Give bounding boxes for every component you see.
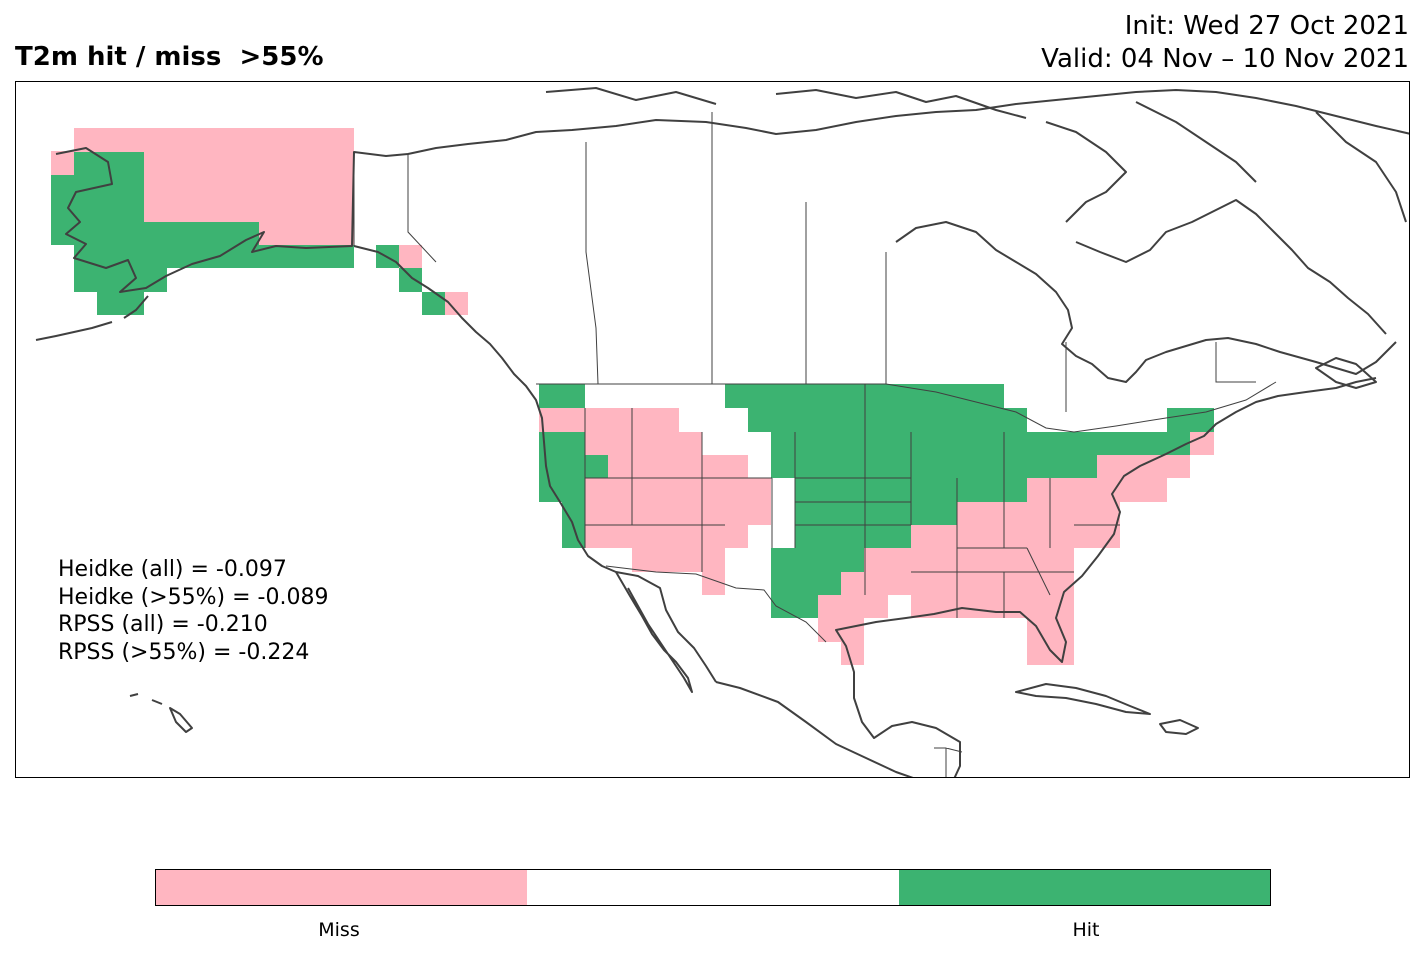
hit-miss-grid <box>51 128 1214 665</box>
map-title: T2m hit / miss >55% <box>15 42 324 72</box>
coast-arctic <box>407 89 1409 155</box>
coastlines <box>35 87 1409 777</box>
coast-hawaii <box>129 693 193 733</box>
rpss-55: RPSS (>55%) = -0.224 <box>58 639 310 665</box>
coast-labrador <box>1075 199 1387 335</box>
rpss-all: RPSS (all) = -0.210 <box>58 612 268 637</box>
coast-arctic-islands <box>545 87 1407 223</box>
border-us-canada <box>536 381 1277 433</box>
colorbar-miss-label: Miss <box>318 919 360 941</box>
heidke-55: Heidke (>55%) = -0.089 <box>58 584 329 610</box>
coast-hudson-bay <box>895 221 1397 383</box>
date-info: Init: Wed 27 Oct 2021 Valid: 04 Nov – 10… <box>1041 10 1409 76</box>
colorbar-neutral-segment <box>527 870 899 905</box>
valid-range: Valid: 04 Nov – 10 Nov 2021 <box>1041 44 1409 74</box>
coast-newfoundland <box>1315 357 1377 389</box>
coast-gulf-mexico <box>715 377 1377 777</box>
map-panel <box>15 81 1410 778</box>
colorbar-hit-segment <box>898 870 1270 905</box>
miss-cells-alaska <box>51 128 354 245</box>
hit-cells-northeast <box>1050 408 1214 525</box>
border-us-mexico <box>605 565 827 643</box>
miss-cells-west <box>539 408 771 595</box>
coast-cuba <box>1015 683 1151 715</box>
miss-cells-panhandle <box>399 245 468 315</box>
hit-cells-west-coast <box>539 384 608 548</box>
hit-cells-alaska <box>51 152 354 315</box>
skill-scores: Heidke (all) = -0.097 Heidke (>55%) = -0… <box>58 556 328 666</box>
coast-alaska <box>55 147 409 293</box>
colorbar-miss-segment <box>156 870 528 905</box>
border-states <box>584 384 1120 618</box>
coast-baja <box>615 571 693 693</box>
hit-cells-central <box>725 384 1074 618</box>
colorbar <box>155 869 1271 906</box>
hit-cells-panhandle <box>376 245 445 315</box>
map-canvas <box>35 87 1409 777</box>
coast-bc <box>353 245 717 683</box>
heidke-all: Heidke (all) = -0.097 <box>58 557 287 582</box>
border-alaska-canada <box>353 152 437 263</box>
coast-hispaniola <box>1159 719 1199 735</box>
coast-aleutians <box>35 295 149 341</box>
border-central-america <box>934 747 963 777</box>
border-canada-provinces <box>585 112 1256 412</box>
colorbar-hit-label: Hit <box>1072 919 1100 941</box>
borders <box>353 112 1277 777</box>
init-date: Init: Wed 27 Oct 2021 <box>1124 11 1409 41</box>
